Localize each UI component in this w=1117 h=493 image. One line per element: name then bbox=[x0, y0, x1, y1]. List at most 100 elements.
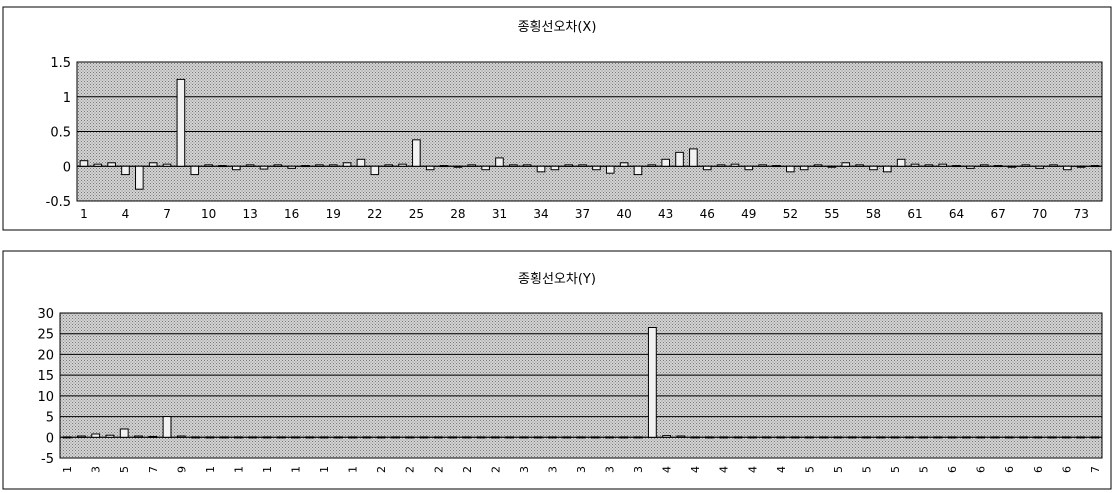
bar bbox=[1047, 436, 1057, 439]
x-tick-label: 5 bbox=[889, 466, 902, 473]
x-tick-label: 40 bbox=[616, 207, 631, 221]
bar bbox=[952, 165, 961, 168]
bar bbox=[370, 165, 380, 176]
chart-y-x-axis: 13579111111222223333344444555556666677 bbox=[61, 466, 1102, 473]
x-tick-label: 13 bbox=[243, 207, 258, 221]
x-tick-label: 3 bbox=[604, 466, 617, 473]
bar bbox=[134, 435, 143, 438]
y-tick-label: 1 bbox=[63, 91, 71, 106]
x-tick-label: 5 bbox=[803, 466, 816, 473]
bar bbox=[245, 164, 255, 167]
bar bbox=[904, 436, 914, 439]
bar bbox=[176, 78, 186, 167]
x-tick-label: 28 bbox=[450, 207, 465, 221]
x-tick-label: 2 bbox=[432, 466, 445, 473]
x-tick-label: 1 bbox=[232, 466, 245, 473]
bar bbox=[333, 436, 343, 439]
bar bbox=[433, 436, 443, 439]
bar bbox=[550, 165, 560, 171]
x-tick-label: 37 bbox=[575, 207, 590, 221]
x-tick-label: 10 bbox=[201, 207, 216, 221]
x-tick-label: 1 bbox=[347, 466, 360, 473]
bar bbox=[702, 165, 712, 171]
x-tick-label: 4 bbox=[775, 466, 788, 473]
x-tick-label: 5 bbox=[860, 466, 873, 473]
bar bbox=[191, 436, 201, 439]
bar bbox=[315, 164, 324, 167]
bar bbox=[1035, 165, 1044, 169]
bar bbox=[841, 162, 851, 167]
bar bbox=[993, 165, 1003, 168]
x-tick-label: 1 bbox=[61, 466, 74, 473]
bar bbox=[619, 436, 629, 439]
bar bbox=[799, 165, 809, 171]
y-tick-label: 0 bbox=[46, 431, 54, 446]
x-tick-label: 3 bbox=[90, 466, 103, 473]
bar bbox=[519, 436, 529, 439]
x-tick-label: 43 bbox=[658, 207, 673, 221]
bar bbox=[348, 436, 358, 439]
bar bbox=[647, 327, 657, 438]
bar bbox=[291, 436, 300, 439]
bar bbox=[476, 436, 486, 439]
chart-x-y-axis: -0.5 0 0.5 1 1.5 bbox=[46, 56, 71, 210]
bar bbox=[533, 436, 543, 439]
x-tick-label: 2 bbox=[404, 466, 417, 473]
bar bbox=[439, 165, 449, 168]
bar bbox=[467, 164, 477, 167]
bar bbox=[1021, 164, 1031, 167]
bar bbox=[405, 436, 415, 439]
bar bbox=[605, 165, 615, 174]
x-tick-label: 2 bbox=[489, 466, 502, 473]
bar bbox=[976, 436, 986, 439]
bar bbox=[121, 165, 130, 176]
x-tick-label: 5 bbox=[118, 466, 131, 473]
bar bbox=[647, 164, 657, 167]
bar bbox=[882, 165, 892, 173]
bar bbox=[1049, 164, 1058, 167]
bar bbox=[362, 436, 372, 439]
bar bbox=[273, 164, 283, 167]
bar bbox=[548, 436, 557, 439]
x-tick-label: 3 bbox=[632, 466, 645, 473]
bar bbox=[592, 165, 601, 171]
x-tick-label: 52 bbox=[783, 207, 798, 221]
bar bbox=[91, 433, 101, 438]
x-tick-label: 7 bbox=[147, 466, 160, 473]
bar bbox=[896, 158, 906, 167]
bar bbox=[425, 165, 435, 171]
bar bbox=[979, 164, 989, 167]
y-tick-label: 20 bbox=[37, 348, 54, 363]
x-tick-label: 16 bbox=[284, 207, 299, 221]
bar bbox=[690, 436, 700, 439]
chart-y-bars bbox=[62, 327, 1100, 439]
bar bbox=[813, 164, 823, 167]
y-tick-label: 0 bbox=[63, 160, 71, 175]
bar bbox=[910, 163, 920, 167]
bar bbox=[744, 165, 754, 171]
chart-x: 종횡선오차(X) -0.5 0 0.5 1 1.5 1 4 7 10 13 16 19 22 25 28 3… bbox=[2, 6, 1112, 231]
bar bbox=[827, 165, 837, 168]
x-tick-label: 1 bbox=[80, 207, 88, 221]
bar bbox=[1090, 165, 1100, 168]
x-tick-label: 3 bbox=[518, 466, 531, 473]
x-tick-label: 34 bbox=[533, 207, 548, 221]
bar bbox=[1090, 436, 1100, 439]
bar bbox=[107, 162, 116, 167]
x-tick-label: 2 bbox=[461, 466, 474, 473]
bar bbox=[1019, 436, 1028, 439]
bar bbox=[262, 436, 272, 439]
bar bbox=[148, 435, 158, 438]
bar bbox=[522, 164, 532, 167]
bar bbox=[398, 163, 407, 167]
bar bbox=[938, 163, 948, 167]
x-tick-label: 4 bbox=[746, 466, 759, 473]
bar bbox=[190, 165, 200, 176]
bar bbox=[833, 436, 843, 439]
bar bbox=[248, 436, 258, 439]
bar bbox=[762, 436, 771, 439]
bar bbox=[505, 436, 515, 439]
bar bbox=[376, 436, 386, 439]
x-tick-label: 64 bbox=[949, 207, 964, 221]
x-tick-label: 58 bbox=[866, 207, 881, 221]
